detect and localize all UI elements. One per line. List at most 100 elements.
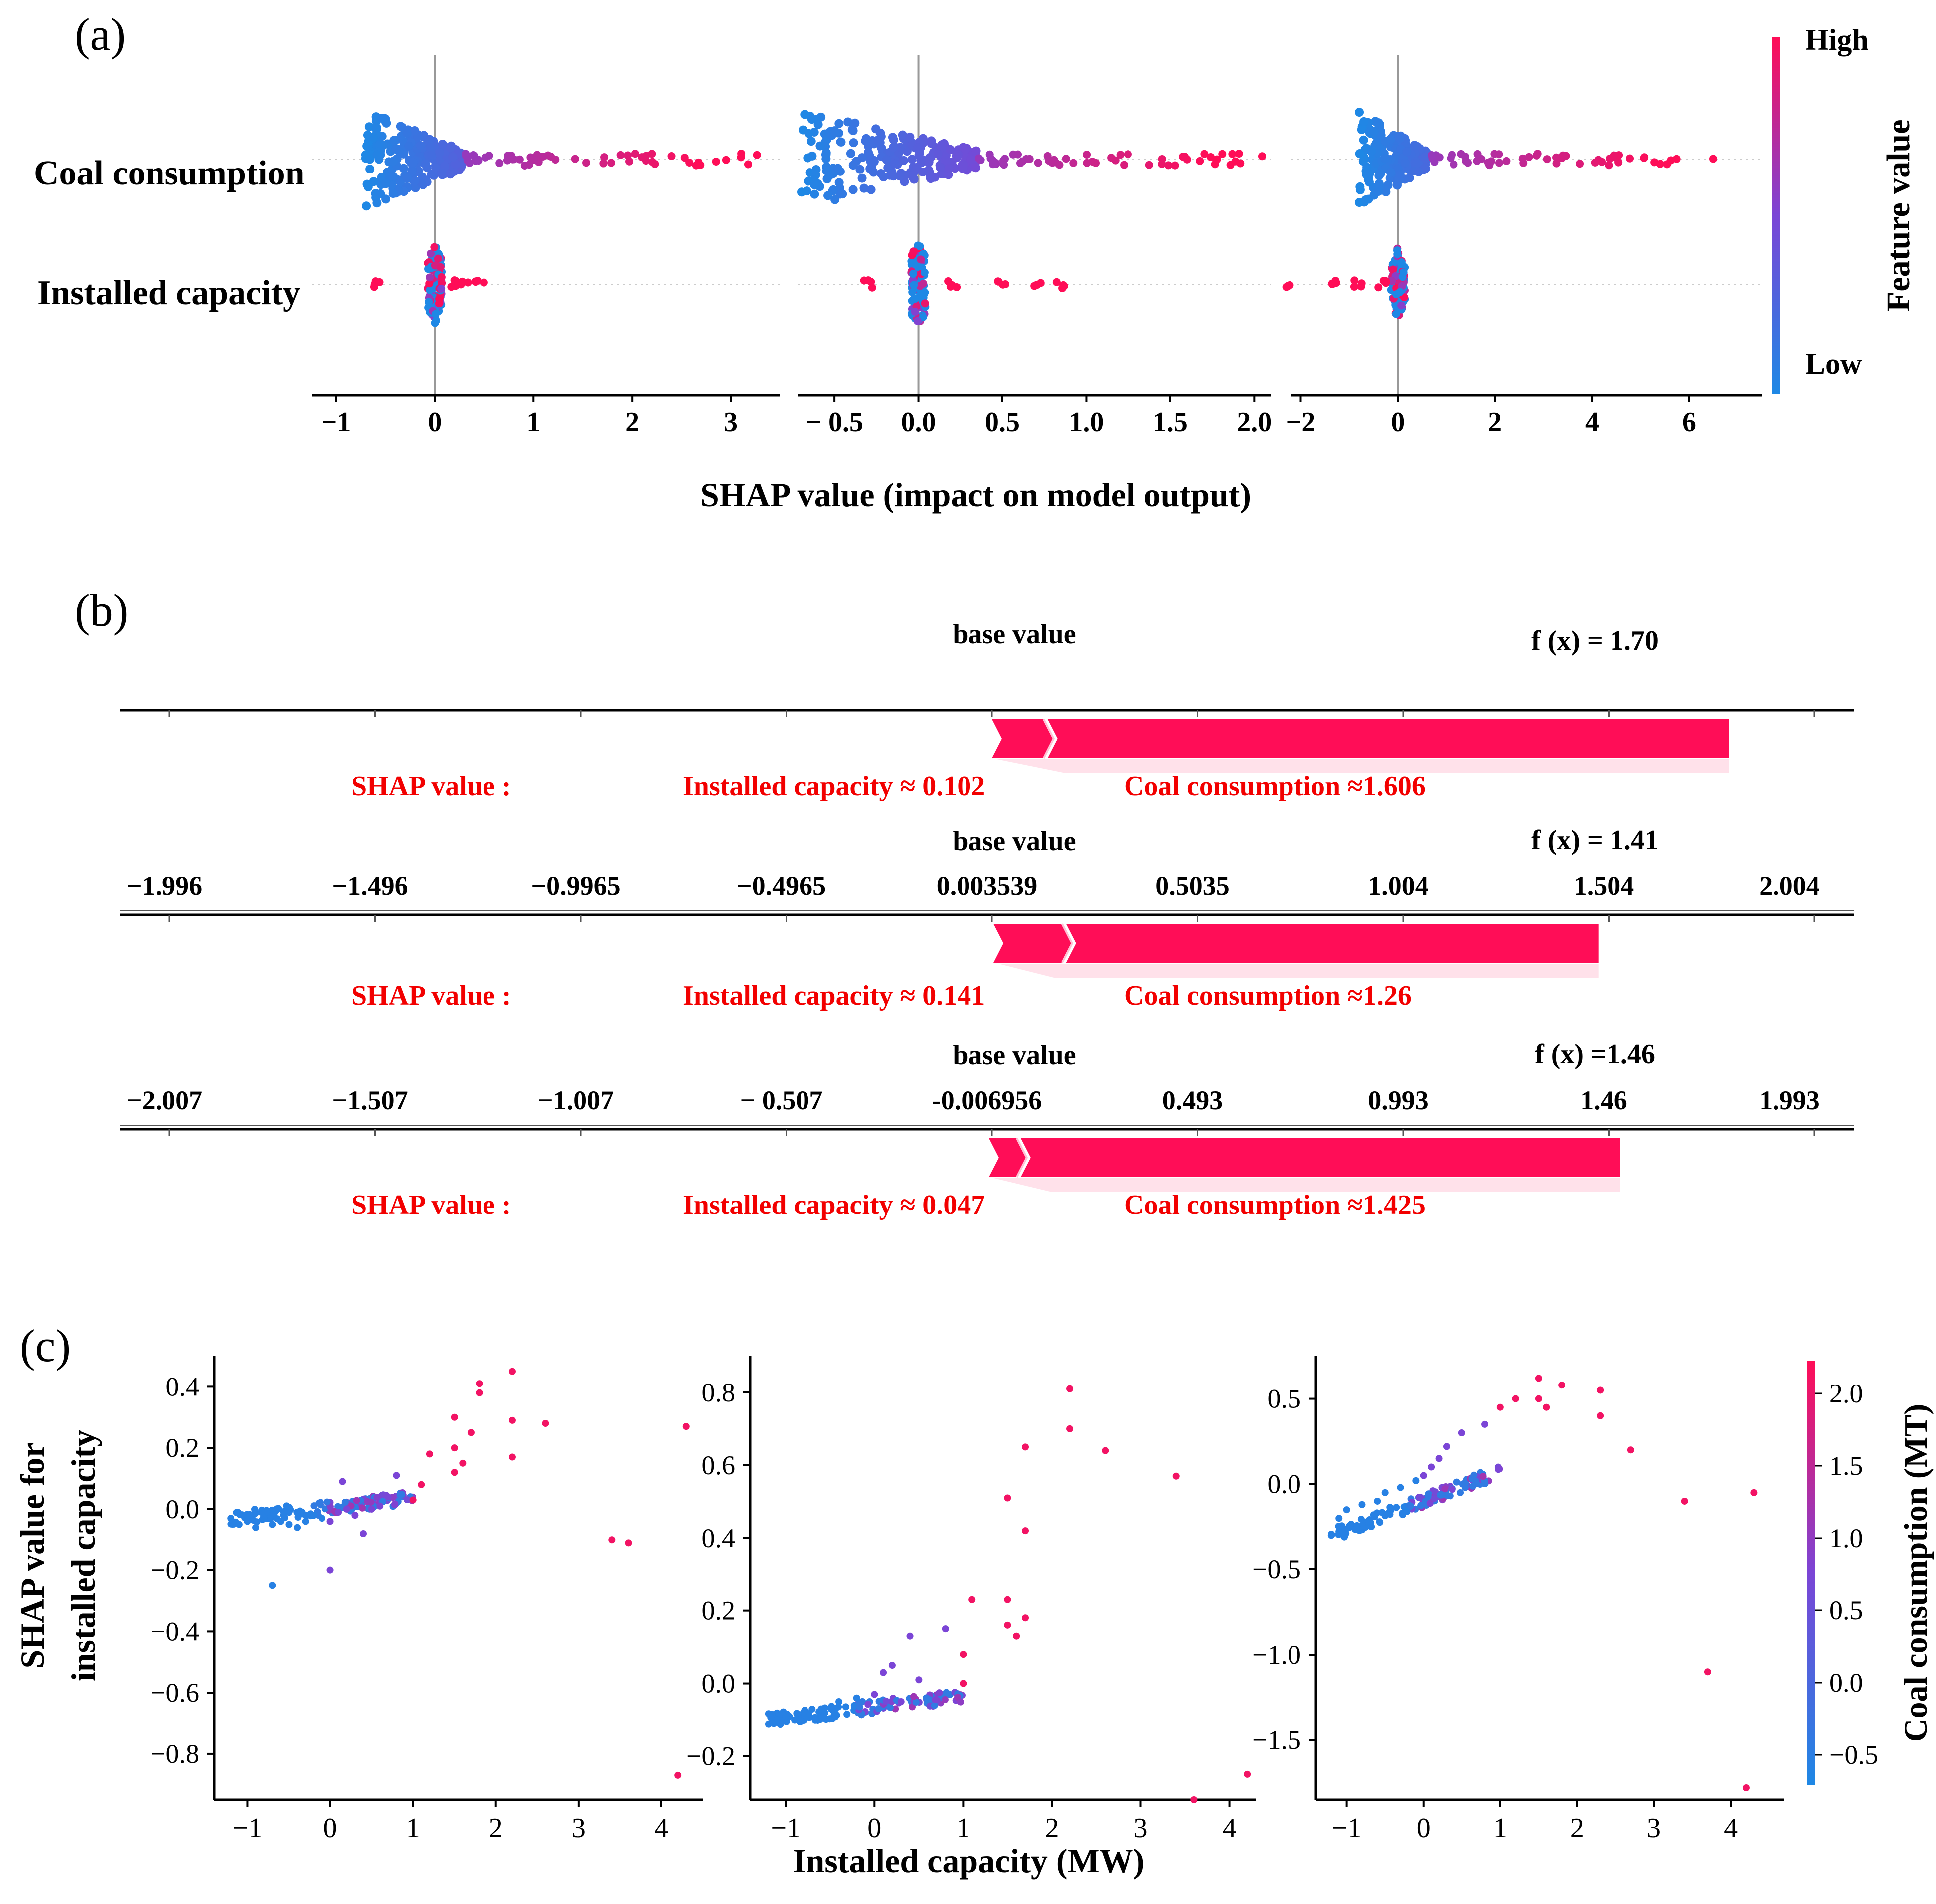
coal-point	[1414, 167, 1423, 176]
capacity-point	[946, 282, 955, 291]
dependence-point	[674, 1771, 682, 1779]
coal-point	[427, 150, 436, 160]
coal-point	[696, 161, 705, 169]
dependence-point	[1481, 1420, 1489, 1428]
dependence-point	[1368, 1523, 1375, 1531]
force-tick-label: 1.993	[1759, 1085, 1820, 1115]
colorbar-tick-label: 1.0	[1829, 1523, 1863, 1553]
coal-point	[365, 155, 375, 164]
y-tick-label: 0.0	[1268, 1469, 1301, 1499]
coal-point	[362, 201, 371, 211]
beeswarm-subplot: −1 0 1 2 3	[312, 55, 780, 438]
dependence-point	[310, 1512, 318, 1519]
coal-point	[368, 133, 378, 142]
beeswarm-subplot: − 0.5 0.0 0.5 1.0 1.5 2.0	[797, 55, 1272, 438]
coal-point	[753, 151, 761, 159]
capacity-point	[431, 310, 440, 318]
dependence-point	[960, 1680, 967, 1687]
x-tick-label: 2	[489, 1813, 503, 1844]
capacity-point	[1399, 268, 1408, 277]
force-tick-label: −1.007	[538, 1085, 614, 1115]
dependence-point	[782, 1713, 790, 1720]
coal-point	[1092, 159, 1100, 167]
dependence-point	[1335, 1515, 1343, 1522]
dependence-point	[1022, 1527, 1029, 1535]
coal-point	[1235, 150, 1243, 158]
dependence-point	[326, 1566, 334, 1574]
coal-point	[1626, 154, 1634, 163]
dependence-point	[1438, 1491, 1446, 1499]
dependence-point	[343, 1505, 350, 1513]
dependence-point	[791, 1716, 799, 1724]
dependence-point	[396, 1491, 404, 1499]
dependence-point	[957, 1698, 965, 1706]
dependence-point	[260, 1515, 268, 1522]
coal-point	[846, 149, 855, 158]
dependence-point	[1461, 1484, 1469, 1491]
dependence-point	[285, 1509, 293, 1516]
force-tick-label: 1.504	[1574, 871, 1634, 901]
dependence-point	[1469, 1482, 1477, 1490]
dependence-point	[459, 1459, 467, 1467]
dependence-point	[936, 1689, 943, 1697]
coal-point	[1559, 151, 1567, 160]
capacity-point	[434, 254, 442, 263]
coal-point	[448, 153, 457, 162]
capacity-point	[1286, 281, 1294, 289]
dependence-point	[1417, 1494, 1425, 1501]
coal-point	[416, 141, 425, 150]
y-tick-label: 0.0	[166, 1494, 200, 1524]
capacity-point	[911, 307, 919, 316]
dependence-point	[800, 1709, 807, 1716]
coal-point	[1355, 149, 1364, 159]
coal-point	[410, 176, 420, 185]
coal-point	[377, 173, 386, 182]
coal-point	[1034, 159, 1042, 167]
dependence-point	[1407, 1503, 1414, 1510]
y-tick-label: −0.2	[151, 1556, 199, 1585]
dependence-point	[797, 1718, 805, 1725]
coal-point	[890, 159, 899, 169]
coal-point	[1400, 158, 1410, 168]
capacity-point	[908, 257, 916, 265]
dependence-point	[897, 1698, 905, 1706]
coal-point	[1179, 153, 1187, 161]
force-tick-label: −0.9965	[531, 871, 620, 901]
coal-point	[1374, 179, 1384, 188]
coal-point	[898, 130, 907, 140]
capacity-point	[1332, 279, 1340, 287]
dependence-point	[451, 1413, 458, 1421]
coal-point	[485, 152, 493, 160]
coal-point	[1083, 150, 1091, 159]
dependence-point	[409, 1496, 417, 1504]
dependence-point	[1496, 1403, 1504, 1411]
x-tick-label: − 0.5	[806, 407, 863, 438]
dependence-point	[830, 1711, 838, 1718]
coal-point	[1258, 152, 1266, 161]
coal-point	[1435, 153, 1444, 162]
capacity-point	[1379, 277, 1388, 285]
dependence-point	[1742, 1784, 1750, 1792]
coal-point	[797, 187, 806, 197]
colorbar-c-ticks: 2.0 1.5 1.0 0.5 0.0 −0.5	[1815, 1379, 1878, 1770]
dependence-point	[376, 1502, 384, 1510]
coal-point	[1228, 150, 1237, 158]
coal-point	[607, 159, 615, 167]
coal-point	[376, 189, 385, 198]
dependence-point	[923, 1694, 930, 1702]
x-tick-label: −1	[1332, 1813, 1362, 1844]
force-tick-label: 0.003539	[937, 871, 1038, 901]
coal-point	[944, 170, 953, 179]
dependence-point	[251, 1506, 258, 1513]
coal-point	[1196, 157, 1204, 165]
dependence-point	[1425, 1493, 1432, 1500]
coal-shap-label: Coal consumption ≈1.606	[1124, 771, 1426, 802]
dependence-point	[339, 1478, 346, 1485]
capacity-point	[1357, 282, 1365, 291]
capacity-point	[464, 278, 472, 287]
coal-point	[1395, 170, 1405, 179]
dependence-point	[244, 1518, 251, 1525]
dependence-point	[853, 1694, 860, 1702]
capacity-point	[1350, 282, 1358, 291]
